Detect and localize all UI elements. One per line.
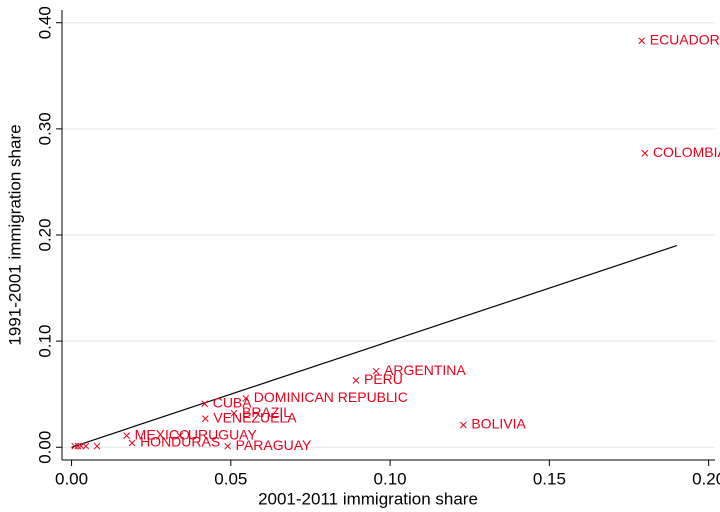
point (460, 421, 467, 429)
point (242, 395, 250, 402)
point-label: PERU (364, 371, 403, 387)
point (82, 442, 90, 450)
point (71, 442, 79, 450)
x-tick-label: 0.15 (533, 469, 566, 488)
point-label: MEXICO (135, 426, 190, 442)
point (201, 400, 209, 408)
point (77, 442, 85, 450)
x-tick-label: 0.00 (55, 469, 88, 488)
y-tick-label: 0.40 (35, 6, 54, 39)
point-label: CUBA (213, 394, 253, 410)
point-label: DOMINICAN REPUBLIC (254, 389, 408, 405)
point-label: BRAZIL (242, 404, 291, 420)
point (224, 442, 231, 450)
x-tick-label: 0.20 (692, 469, 720, 488)
point (230, 409, 238, 417)
y-tick-label: 0.00 (35, 431, 54, 464)
y-axis-label: 1991-2001 immigration share (5, 124, 24, 345)
point-label: BOLIVIA (471, 416, 526, 432)
point-label: PARAGUAY (236, 437, 312, 453)
point (74, 442, 82, 450)
y-tick-label: 0.20 (35, 218, 54, 251)
point (201, 415, 209, 422)
point (352, 377, 360, 384)
point (638, 37, 646, 45)
point (641, 149, 649, 157)
point-label: VENEZUELA (213, 409, 297, 425)
point-label: HONDURAS (140, 434, 220, 450)
x-tick-label: 0.05 (214, 469, 247, 488)
y-tick-label: 0.30 (35, 112, 54, 145)
point (123, 432, 131, 439)
x-tick-label: 0.10 (374, 469, 407, 488)
x-axis-label: 2001-2011 immigration share (258, 489, 478, 508)
point-label: ECUADOR (650, 31, 720, 47)
point (372, 367, 380, 375)
point (93, 442, 101, 450)
point-label: URUGUAY (188, 426, 258, 442)
point (176, 432, 184, 439)
reference-line (71, 245, 677, 448)
point-label: ARGENTINA (384, 362, 466, 378)
point-label: COLOMBIA (653, 144, 720, 160)
point (128, 439, 136, 447)
y-tick-label: 0.10 (35, 325, 54, 358)
